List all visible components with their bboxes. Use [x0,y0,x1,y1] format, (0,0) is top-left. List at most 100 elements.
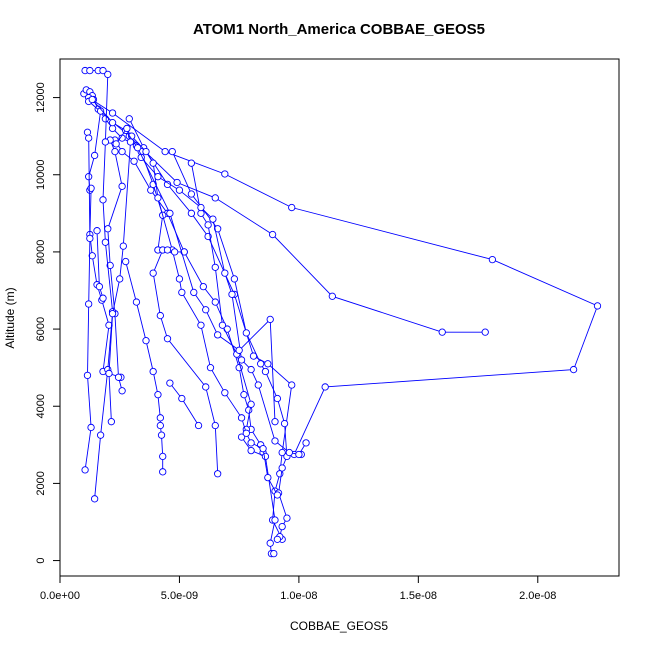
data-point [156,311,164,320]
data-point [278,522,286,531]
data-point [125,115,133,123]
data-series [81,128,95,474]
data-point [149,367,157,376]
data-point [270,549,278,558]
data-point [211,298,219,306]
data-point [130,157,138,165]
data-point [214,470,222,478]
data-point [159,452,167,461]
data-series [128,132,282,499]
data-point [221,170,229,178]
data-series [105,124,135,426]
data-point [86,234,94,243]
data-point [175,275,184,283]
data-point [187,190,196,198]
data-point [273,491,282,499]
data-point [156,421,164,430]
series-line [169,382,199,426]
data-point [123,124,131,133]
data-point [204,221,212,229]
data-point [214,225,222,233]
data-point [280,419,289,428]
data-point [108,109,117,117]
data-point [133,144,142,152]
data-point [240,391,248,399]
data-point [218,321,227,329]
data-point [199,282,207,291]
data-point [99,66,107,75]
data-point [197,321,205,329]
data-point [197,203,205,212]
data-point [132,298,141,306]
data-series [137,147,222,478]
series-line [88,111,122,378]
data-point [261,452,270,461]
data-point [161,147,169,156]
data-point [99,196,107,204]
data-series [85,97,489,336]
data-point [101,138,110,146]
y-tick-label: 4000 [35,394,47,418]
data-point [259,445,267,453]
data-point [247,400,255,408]
data-point [149,269,157,277]
data-point [175,186,184,194]
chart-title: ATOM1 North_America COBBAE_GEOS5 [193,21,485,38]
data-point [116,275,124,283]
data-point [187,159,196,167]
data-point [202,306,210,314]
data-point [178,394,186,403]
data-point [247,446,255,455]
data-point [273,535,282,543]
data-point [209,215,217,223]
data-point [118,387,126,395]
data-point [114,373,123,381]
data-point [85,300,93,308]
data-point [488,255,497,264]
series-line [125,261,164,472]
data-point [278,448,286,457]
x-tick-label: 2.0e-08 [519,590,556,602]
data-point [104,70,112,79]
data-point [266,315,274,324]
y-tick-label: 8000 [35,240,47,264]
data-point [104,225,112,233]
data-point [86,66,94,75]
data-series [154,246,188,256]
data-point [126,138,135,146]
data-point [211,263,219,271]
data-series [137,153,310,459]
data-point [119,242,127,250]
data-series [85,93,602,459]
data-point [118,147,126,156]
data-point [101,238,110,246]
data-point [254,381,262,389]
data-point [273,394,282,403]
y-tick-label: 10000 [35,159,47,190]
data-series [187,159,279,558]
plot-frame [59,58,620,577]
data-point [257,360,265,368]
data-point [108,309,117,318]
data-point [171,248,179,256]
data-point [237,356,246,364]
data-point [593,302,602,310]
series-line [88,101,486,333]
data-point [154,173,162,181]
data-point [83,128,92,136]
data-point [228,290,236,299]
data-series [88,95,279,426]
data-point [438,328,446,336]
data-point [122,257,130,266]
y-tick-label: 2000 [35,471,47,495]
y-tick-label: 12000 [35,82,47,113]
data-point [288,381,296,389]
data-point [83,371,92,380]
data-point [278,464,286,472]
data-point [264,360,272,368]
data-point [112,140,120,148]
data-point [190,288,198,297]
data-point [99,294,107,302]
data-point [206,364,215,372]
series-line [94,74,114,499]
